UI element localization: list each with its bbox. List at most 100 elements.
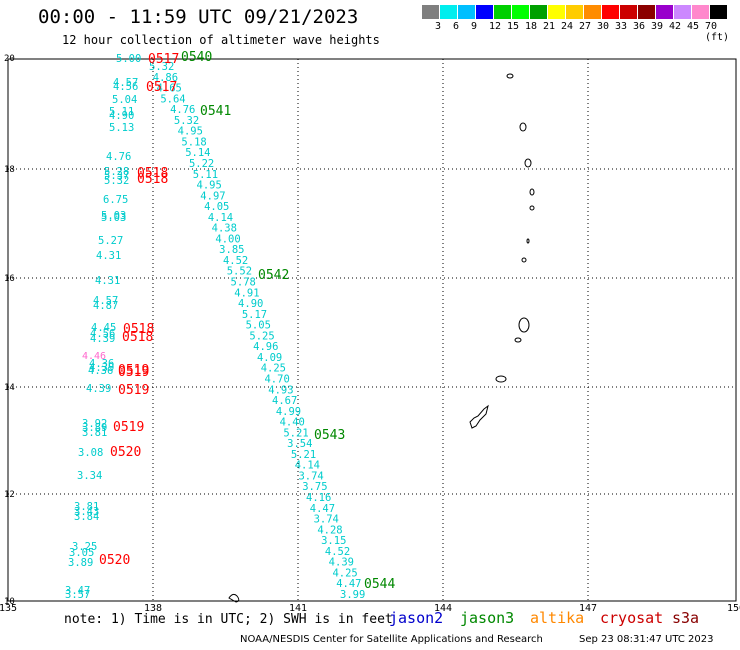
swh-value: 4.56: [113, 81, 138, 93]
swh-value: 3.81: [74, 501, 99, 513]
x-tick-label: 135: [0, 603, 17, 614]
swh-value: 4.95: [178, 126, 203, 138]
x-tick-label: 141: [289, 603, 307, 614]
color-scale-label: 70 (ft): [705, 21, 730, 43]
color-swatch: [512, 5, 529, 19]
swh-value: 4.57: [93, 295, 118, 307]
swh-value: 3.15: [321, 535, 346, 547]
swh-value: 5.25: [249, 330, 274, 342]
swh-value: 4.40: [280, 417, 305, 429]
swh-value: 4.90: [109, 110, 134, 122]
island-outline: [514, 337, 522, 343]
pass-time-label: 0517: [148, 52, 179, 67]
island-outline: [524, 158, 532, 168]
swh-value: 4.86: [153, 72, 178, 84]
color-scale-label: 24: [561, 21, 574, 32]
swh-value: 4.70: [264, 373, 289, 385]
swh-value: 4.96: [253, 341, 278, 353]
swh-value: 4.52: [223, 255, 248, 267]
color-swatch: [710, 5, 727, 19]
island-outline: [506, 73, 514, 79]
swh-value: 4.67: [272, 395, 297, 407]
swh-value: 5.78: [231, 277, 256, 289]
swh-value: 4.45: [91, 322, 116, 334]
swh-value: 4.95: [197, 180, 222, 192]
swh-value: 5.52: [227, 266, 252, 278]
swh-value: 4.47: [336, 578, 361, 590]
color-swatch: [692, 5, 709, 19]
swh-value: 4.39: [86, 383, 111, 395]
swh-value: 4.97: [200, 190, 225, 202]
swh-value: 4.09: [257, 352, 282, 364]
pass-time-label: 0519: [118, 365, 149, 380]
color-swatch: [530, 5, 547, 19]
pass-time-label: 0543: [314, 428, 345, 443]
swh-value: 4.76: [170, 104, 195, 116]
pass-time-label: 0520: [99, 553, 130, 568]
color-swatch: [566, 5, 583, 19]
color-scale-label: 21: [543, 21, 556, 32]
swh-value: 4.00: [215, 233, 240, 245]
color-swatch: [440, 5, 457, 19]
island-outline: [519, 122, 527, 132]
swh-value: 3.05: [69, 547, 94, 559]
swh-value: 3.81: [82, 427, 107, 439]
color-scale-label: 6: [453, 21, 460, 32]
pass-time-label: 0544: [364, 577, 395, 592]
swh-value: 5.03: [101, 210, 126, 222]
swh-value: 3.74: [298, 470, 323, 482]
y-tick-label: 18: [4, 165, 15, 175]
island-outline: [529, 205, 535, 211]
y-tick-label: 10: [4, 597, 15, 607]
swh-value: 5.14: [185, 147, 210, 159]
swh-value: 3.54: [287, 438, 312, 450]
island-outline: [495, 375, 507, 383]
swh-value: 3.75: [302, 481, 327, 493]
swh-value: 4.93: [268, 384, 293, 396]
swh-value: 4.36: [88, 365, 113, 377]
pass-time-label: 0520: [110, 445, 141, 460]
swh-value: 3.89: [82, 422, 107, 434]
color-swatch: [422, 5, 439, 19]
pass-time-label: 0541: [200, 104, 231, 119]
swh-value: 5.27: [98, 235, 123, 247]
pass-time-label: 0518: [123, 322, 154, 337]
swh-value: 4.39: [89, 362, 114, 374]
color-scale-label: 42: [669, 21, 682, 32]
x-tick-label: 144: [434, 603, 452, 614]
y-tick-label: 14: [4, 383, 15, 393]
footnote: note: 1) Time is in UTC; 2) SWH is in fe…: [64, 612, 393, 627]
page-subtitle: 12 hour collection of altimeter wave hei…: [62, 33, 380, 47]
x-tick-label: 150: [727, 603, 740, 614]
swh-value: 4.99: [276, 406, 301, 418]
swh-value: 4.87: [93, 300, 118, 312]
swh-value: 3.99: [340, 589, 365, 601]
color-swatch: [584, 5, 601, 19]
swh-value: 4.14: [295, 460, 320, 472]
color-scale-label: 36: [633, 21, 646, 32]
swh-value: 3.84: [74, 511, 99, 523]
credit-text: NOAA/NESDIS Center for Satellite Applica…: [240, 634, 543, 645]
swh-value: 5.22: [189, 158, 214, 170]
y-tick-label: 16: [4, 274, 15, 284]
swh-value: 3.57: [65, 589, 90, 601]
page-title: 00:00 - 11:59 UTC 09/21/2023: [38, 6, 359, 28]
swh-value: 4.52: [325, 546, 350, 558]
pass-time-label: 0519: [118, 363, 149, 378]
swh-value: 4.36: [89, 358, 114, 370]
swh-value: 5.11: [193, 169, 218, 181]
island-outline: [521, 257, 527, 263]
swh-value: 3.85: [219, 244, 244, 256]
swh-value: 4.25: [261, 363, 286, 375]
pass-time-label: 0518: [122, 330, 153, 345]
swh-value: 4.31: [95, 275, 120, 287]
swh-value: 3.08: [78, 447, 103, 459]
color-swatch: [656, 5, 673, 19]
swh-value: 4.91: [234, 287, 259, 299]
x-tick-label: 138: [144, 603, 162, 614]
swh-value: 4.56: [90, 328, 115, 340]
island-outline: [228, 593, 240, 603]
swh-value: 6.75: [103, 194, 128, 206]
swh-value: 3.43: [74, 506, 99, 518]
swh-value: 4.05: [204, 201, 229, 213]
